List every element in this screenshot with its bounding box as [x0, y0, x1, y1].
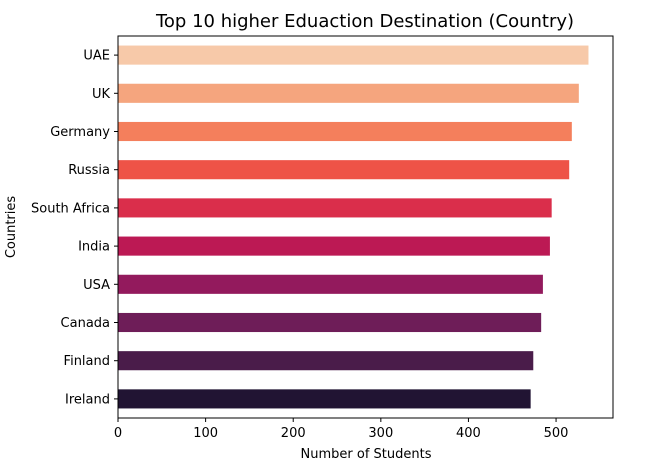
y-tick-label-uae: UAE — [83, 49, 110, 64]
y-axis-ticks: UAE UK Germany Russia South Africa India USA Ca… — [31, 49, 118, 407]
x-tick-label-0: 0 — [114, 426, 122, 441]
y-tick-label-russia: Russia — [68, 163, 110, 178]
y-axis-label: Countries — [4, 196, 19, 259]
x-tick-label-500: 500 — [544, 426, 569, 441]
x-tick-label-100: 100 — [193, 426, 218, 441]
bar-usa — [118, 274, 543, 294]
bars-group — [118, 45, 589, 409]
y-tick-label-south-africa: South Africa — [31, 201, 110, 216]
y-tick-label-germany: Germany — [50, 125, 110, 140]
bar-germany — [118, 121, 572, 142]
y-tick-label-finland: Finland — [64, 354, 110, 369]
y-tick-label-canada: Canada — [61, 316, 110, 331]
y-tick-label-uk: UK — [92, 87, 111, 102]
y-tick-label-india: India — [78, 240, 110, 255]
bar-russia — [118, 160, 570, 180]
x-tick-label-200: 200 — [281, 426, 306, 441]
x-axis-label: Number of Students — [301, 447, 432, 462]
bar-india — [118, 236, 550, 256]
bar-canada — [118, 312, 542, 333]
x-tick-label-300: 300 — [368, 426, 393, 441]
bar-uk — [118, 83, 579, 103]
y-tick-label-usa: USA — [83, 278, 110, 293]
bar-finland — [118, 351, 534, 371]
plot-frame — [117, 35, 614, 419]
bar-uae — [118, 45, 589, 65]
bar-south-africa — [118, 198, 552, 218]
y-tick-label-ireland: Ireland — [65, 392, 110, 407]
chart-title: Top 10 higher Eduaction Destination (Cou… — [155, 11, 574, 32]
x-tick-label-400: 400 — [456, 426, 481, 441]
x-axis-ticks: 0 100 200 300 400 500 — [114, 418, 569, 441]
bar-ireland — [118, 389, 531, 409]
